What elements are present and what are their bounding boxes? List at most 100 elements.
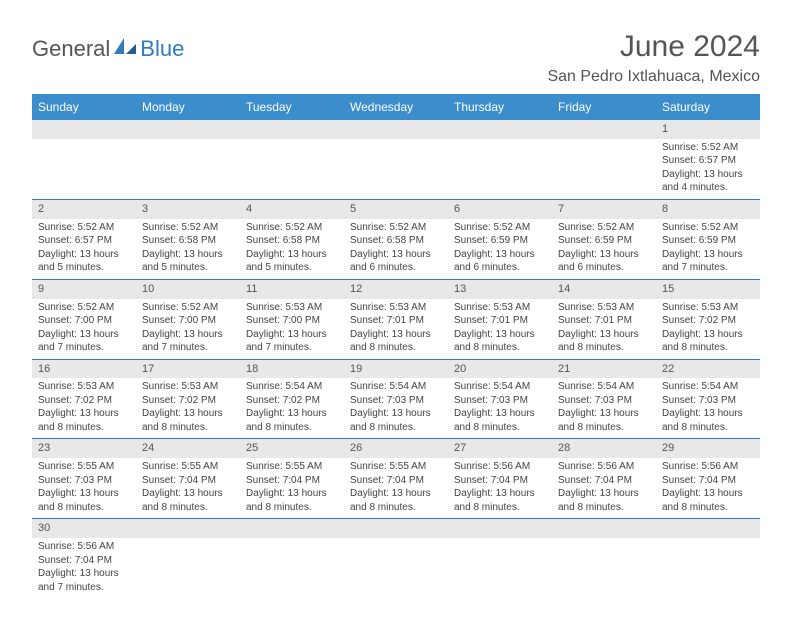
sunrise-text: Sunrise: 5:53 AM <box>142 380 234 394</box>
daylight-text: Daylight: 13 hours <box>350 407 442 421</box>
day-number: 26 <box>344 439 448 458</box>
sunset-text: Sunset: 7:02 PM <box>662 314 754 328</box>
daylight-text: Daylight: 13 hours <box>350 487 442 501</box>
calendar-cell: 4Sunrise: 5:52 AMSunset: 6:58 PMDaylight… <box>240 199 344 279</box>
day-number-empty <box>656 519 760 538</box>
sunrise-text: Sunrise: 5:53 AM <box>246 301 338 315</box>
day-body: Sunrise: 5:52 AMSunset: 6:59 PMDaylight:… <box>662 221 754 275</box>
month-title: June 2024 <box>547 30 760 64</box>
calendar-cell <box>136 519 240 598</box>
day-body: Sunrise: 5:52 AMSunset: 7:00 PMDaylight:… <box>38 301 130 355</box>
calendar-cell: 26 Sunrise: 5:55 AMSunset: 7:04 PMDayligh… <box>344 439 448 519</box>
calendar-cell: 28Sunrise: 5:56 AMSunset: 7:04 PMDayligh… <box>552 439 656 519</box>
daylight-text: and 8 minutes. <box>142 421 234 435</box>
calendar-cell: 22Sunrise: 5:54 AMSunset: 7:03 PMDayligh… <box>656 359 760 439</box>
calendar-cell: 30Sunrise: 5:56 AMSunset: 7:04 PMDayligh… <box>32 519 136 598</box>
day-number: 22 <box>656 360 760 379</box>
day-body: Sunrise: 5:55 AMSunset: 7:04 PMDaylight:… <box>350 460 442 514</box>
daylight-text: Daylight: 13 hours <box>350 248 442 262</box>
sunrise-text: Sunrise: 5:53 AM <box>454 301 546 315</box>
sunset-text: Sunset: 7:01 PM <box>350 314 442 328</box>
daylight-text: and 5 minutes. <box>142 261 234 275</box>
day-body: Sunrise: 5:56 AMSunset: 7:04 PMDaylight:… <box>558 460 650 514</box>
daylight-text: and 8 minutes. <box>246 421 338 435</box>
day-body: Sunrise: 5:52 AMSunset: 6:58 PMDaylight:… <box>142 221 234 275</box>
daylight-text: Daylight: 13 hours <box>246 487 338 501</box>
calendar-cell: 9Sunrise: 5:52 AMSunset: 7:00 PMDaylight… <box>32 279 136 359</box>
sunrise-text: Sunrise: 5:52 AM <box>246 221 338 235</box>
daylight-text: and 8 minutes. <box>662 341 754 355</box>
day-body: Sunrise: 5:52 AMSunset: 6:59 PMDaylight:… <box>558 221 650 275</box>
sunset-text: Sunset: 6:59 PM <box>558 234 650 248</box>
day-body: Sunrise: 5:56 AMSunset: 7:04 PMDaylight:… <box>662 460 754 514</box>
sunrise-text: Sunrise: 5:52 AM <box>662 141 754 155</box>
sunrise-text: Sunrise: 5:52 AM <box>454 221 546 235</box>
calendar-cell <box>656 519 760 598</box>
daylight-text: Daylight: 13 hours <box>558 407 650 421</box>
daylight-text: and 8 minutes. <box>38 421 130 435</box>
day-number: 19 <box>344 360 448 379</box>
calendar-cell: 17Sunrise: 5:53 AMSunset: 7:02 PMDayligh… <box>136 359 240 439</box>
sunset-text: Sunset: 6:59 PM <box>662 234 754 248</box>
daylight-text: Daylight: 13 hours <box>142 487 234 501</box>
calendar-cell <box>344 120 448 199</box>
day-number: 18 <box>240 360 344 379</box>
day-body: Sunrise: 5:52 AMSunset: 6:57 PMDaylight:… <box>38 221 130 275</box>
daylight-text: and 8 minutes. <box>142 501 234 515</box>
daylight-text: Daylight: 13 hours <box>454 407 546 421</box>
daylight-text: and 7 minutes. <box>142 341 234 355</box>
day-number: 25 <box>240 439 344 458</box>
calendar-cell: 3Sunrise: 5:52 AMSunset: 6:58 PMDaylight… <box>136 199 240 279</box>
daylight-text: Daylight: 13 hours <box>38 328 130 342</box>
day-number-empty <box>344 120 448 139</box>
daylight-text: Daylight: 13 hours <box>662 248 754 262</box>
calendar-week-row: 1Sunrise: 5:52 AMSunset: 6:57 PMDaylight… <box>32 120 760 199</box>
calendar-week-row: 30Sunrise: 5:56 AMSunset: 7:04 PMDayligh… <box>32 519 760 598</box>
header: General Blue June 2024 San Pedro Ixtlahu… <box>32 30 760 86</box>
title-block: June 2024 San Pedro Ixtlahuaca, Mexico <box>547 30 760 86</box>
daylight-text: Daylight: 13 hours <box>558 248 650 262</box>
day-number: 13 <box>448 280 552 299</box>
weekday-header-row: Sunday Monday Tuesday Wednesday Thursday… <box>32 94 760 120</box>
day-body: Sunrise: 5:55 AMSunset: 7:03 PMDaylight:… <box>38 460 130 514</box>
sunset-text: Sunset: 6:58 PM <box>246 234 338 248</box>
day-number: 7 <box>552 200 656 219</box>
sunset-text: Sunset: 7:02 PM <box>38 394 130 408</box>
calendar-week-row: 9Sunrise: 5:52 AMSunset: 7:00 PMDaylight… <box>32 279 760 359</box>
day-number: 16 <box>32 360 136 379</box>
sunrise-text: Sunrise: 5:54 AM <box>558 380 650 394</box>
logo-text-general: General <box>32 36 110 62</box>
sunset-text: Sunset: 7:01 PM <box>454 314 546 328</box>
sunset-text: Sunset: 7:04 PM <box>454 474 546 488</box>
sunrise-text: Sunrise: 5:55 AM <box>350 460 442 474</box>
daylight-text: Daylight: 13 hours <box>142 328 234 342</box>
calendar-cell: 8Sunrise: 5:52 AMSunset: 6:59 PMDaylight… <box>656 199 760 279</box>
day-number: 24 <box>136 439 240 458</box>
day-body: Sunrise: 5:56 AMSunset: 7:04 PMDaylight:… <box>454 460 546 514</box>
day-number-empty <box>552 519 656 538</box>
sunset-text: Sunset: 7:04 PM <box>350 474 442 488</box>
day-number: 12 <box>344 280 448 299</box>
sunrise-text: Sunrise: 5:52 AM <box>350 221 442 235</box>
day-body: Sunrise: 5:52 AMSunset: 7:00 PMDaylight:… <box>142 301 234 355</box>
daylight-text: and 5 minutes. <box>38 261 130 275</box>
sunrise-text: Sunrise: 5:53 AM <box>350 301 442 315</box>
daylight-text: Daylight: 13 hours <box>246 248 338 262</box>
daylight-text: Daylight: 13 hours <box>38 567 130 581</box>
sunset-text: Sunset: 7:04 PM <box>246 474 338 488</box>
daylight-text: Daylight: 13 hours <box>38 248 130 262</box>
sunset-text: Sunset: 7:01 PM <box>558 314 650 328</box>
sunrise-text: Sunrise: 5:54 AM <box>662 380 754 394</box>
day-body: Sunrise: 5:54 AMSunset: 7:03 PMDaylight:… <box>558 380 650 434</box>
sunrise-text: Sunrise: 5:52 AM <box>558 221 650 235</box>
logo: General Blue <box>32 30 184 62</box>
sunset-text: Sunset: 6:58 PM <box>142 234 234 248</box>
daylight-text: and 6 minutes. <box>350 261 442 275</box>
day-number-empty <box>448 519 552 538</box>
sunset-text: Sunset: 6:58 PM <box>350 234 442 248</box>
day-number: 5 <box>344 200 448 219</box>
day-body: Sunrise: 5:55 AMSunset: 7:04 PMDaylight:… <box>142 460 234 514</box>
daylight-text: Daylight: 13 hours <box>454 328 546 342</box>
calendar-cell <box>344 519 448 598</box>
daylight-text: and 8 minutes. <box>350 421 442 435</box>
